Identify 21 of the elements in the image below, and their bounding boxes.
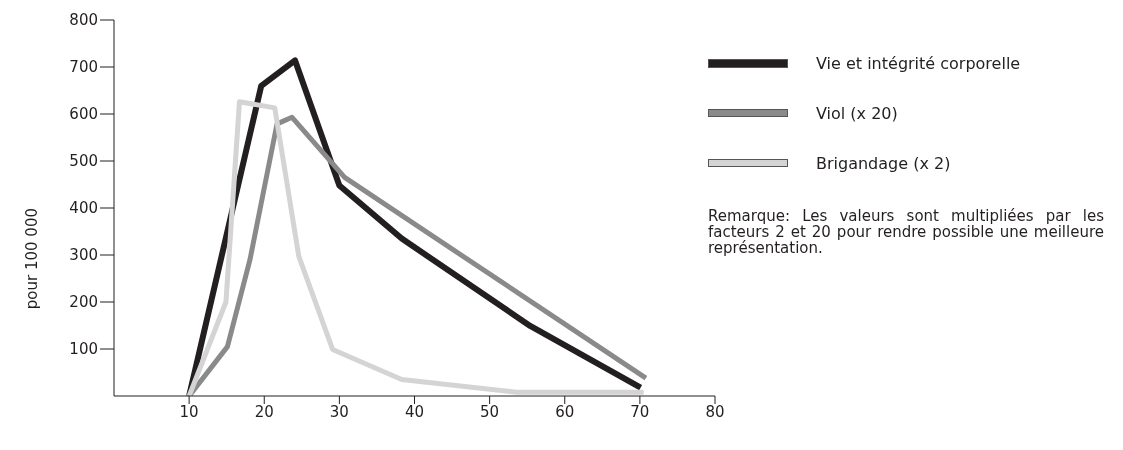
legend-label: Viol (x 20) xyxy=(816,103,898,123)
x-tick-label: 50 xyxy=(480,402,500,421)
legend-label: Brigandage (x 2) xyxy=(816,153,951,173)
y-tick-label: 400 xyxy=(69,199,98,218)
x-tick-label: 20 xyxy=(254,402,274,421)
y-tick-label: 700 xyxy=(69,58,98,77)
x-tick-label: 30 xyxy=(329,402,349,421)
legend-label: Vie et intégrité corporelle xyxy=(816,53,1021,73)
x-tick-label: 80 xyxy=(705,402,725,421)
y-tick-label: 600 xyxy=(69,105,98,124)
y-tick-label: 100 xyxy=(69,340,98,359)
y-axis-title: pour 100 000 xyxy=(23,208,42,310)
y-tick-label: 300 xyxy=(69,246,98,265)
y-tick-label: 800 xyxy=(69,11,98,30)
x-tick-label: 40 xyxy=(404,402,425,421)
annotation: Remarque: Les valeurs sont multipliées par les facteurs 2 et 20 pour rendre possible une meilleure représentation. xyxy=(708,207,1104,257)
x-tick-label: 60 xyxy=(555,402,575,421)
x-tick-label: 10 xyxy=(179,402,199,421)
y-tick-label: 200 xyxy=(69,293,98,312)
x-tick-label: 70 xyxy=(630,402,650,421)
y-tick-label: 500 xyxy=(69,152,98,171)
